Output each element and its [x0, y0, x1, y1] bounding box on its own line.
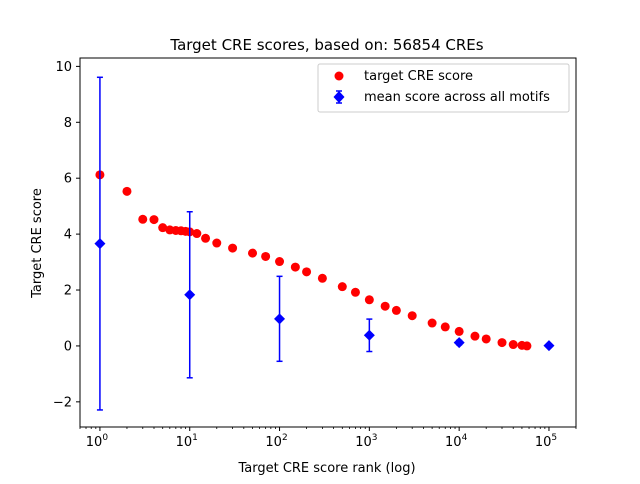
score-point	[427, 318, 437, 328]
score-point	[391, 305, 401, 315]
mean-point	[453, 337, 465, 349]
mean-point	[274, 313, 286, 325]
y-tick-label: 8	[64, 116, 72, 131]
score-point	[201, 233, 211, 243]
score-point	[522, 341, 532, 351]
score-point	[149, 215, 159, 225]
plot-marks	[94, 76, 555, 411]
score-point	[481, 334, 491, 344]
score-point	[440, 322, 450, 332]
score-point	[497, 338, 507, 348]
score-point	[261, 251, 271, 261]
score-point	[290, 262, 300, 272]
score-point	[337, 282, 347, 292]
y-tick-label: 6	[64, 172, 72, 187]
plot-frame	[79, 57, 577, 428]
score-point	[302, 267, 312, 277]
y-tick-label: −2	[53, 395, 72, 410]
score-point	[275, 257, 285, 267]
x-tick-label: 105	[535, 433, 557, 450]
mean-point	[363, 329, 375, 341]
score-point	[470, 331, 480, 341]
score-point	[508, 340, 518, 350]
score-point	[192, 229, 202, 239]
legend-box	[317, 63, 570, 113]
score-point	[138, 214, 148, 224]
score-point	[122, 186, 132, 196]
score-point	[407, 311, 417, 321]
x-tick-label: 103	[355, 433, 377, 450]
y-tick-label: 10	[55, 60, 72, 75]
score-point	[212, 238, 222, 248]
legend-marker-mean-score	[333, 91, 345, 103]
y-tick-label: 0	[64, 339, 72, 354]
x-tick-label: 102	[265, 433, 287, 450]
score-point	[317, 273, 327, 283]
chart-title: Target CRE scores, based on: 56854 CREs	[169, 36, 483, 54]
score-point	[158, 223, 168, 233]
x-axis-label: Target CRE score rank (log)	[237, 461, 415, 476]
score-point	[228, 243, 238, 253]
score-point	[364, 295, 374, 305]
legend: target CRE score mean score across all m…	[317, 63, 570, 113]
legend-marker-target-cre-score	[334, 71, 344, 81]
score-point	[248, 248, 258, 258]
mean-point	[543, 340, 555, 352]
x-tick-label: 100	[86, 433, 109, 450]
x-tick-label: 104	[445, 433, 468, 450]
y-axis: −2 0 2 4 6 8 10	[53, 60, 80, 410]
x-tick-label: 101	[176, 433, 198, 450]
score-point	[454, 326, 464, 336]
score-point	[350, 287, 360, 297]
legend-label-target-cre-score: target CRE score	[364, 69, 473, 84]
score-point	[380, 301, 390, 311]
x-axis: 100 101 102 103 104 105	[79, 427, 577, 450]
y-tick-label: 4	[64, 228, 72, 243]
mean-point	[184, 289, 196, 301]
y-tick-label: 2	[64, 284, 72, 299]
y-axis-label: Target CRE score	[30, 188, 45, 299]
mean-point	[94, 238, 106, 250]
legend-label-mean-score: mean score across all motifs	[364, 90, 550, 105]
